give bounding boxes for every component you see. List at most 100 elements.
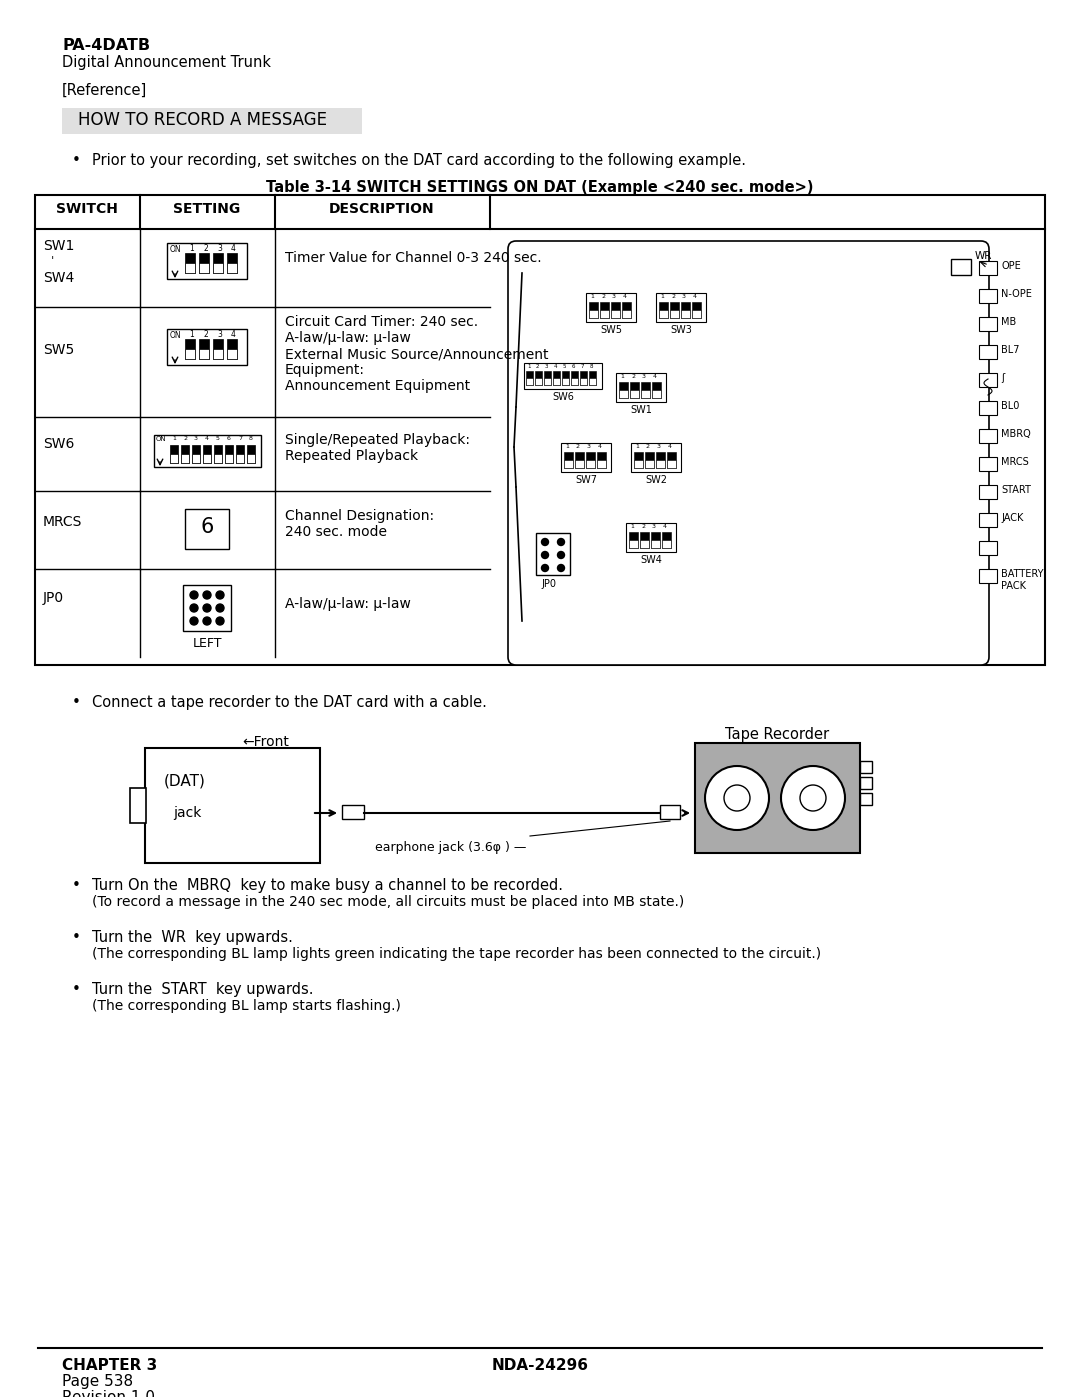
Circle shape <box>557 538 565 545</box>
Bar <box>642 381 650 398</box>
Bar <box>185 263 195 272</box>
Bar <box>978 513 997 527</box>
Text: NDA-24296: NDA-24296 <box>491 1358 589 1373</box>
Bar <box>619 381 627 398</box>
Text: ON: ON <box>170 244 181 254</box>
Text: Revision 1.0: Revision 1.0 <box>62 1390 156 1397</box>
Text: [Reference]: [Reference] <box>62 82 147 98</box>
Bar <box>951 258 971 275</box>
Text: SW6: SW6 <box>552 393 573 402</box>
Bar <box>978 457 997 471</box>
Bar <box>185 253 195 272</box>
Text: DESCRIPTION: DESCRIPTION <box>329 203 435 217</box>
Bar <box>611 302 620 319</box>
Text: 3: 3 <box>217 330 221 339</box>
Text: 4: 4 <box>205 436 210 441</box>
FancyBboxPatch shape <box>508 242 989 665</box>
Bar <box>185 509 229 549</box>
Bar <box>199 349 210 359</box>
Bar <box>553 379 561 386</box>
Bar <box>575 453 584 468</box>
Text: START: START <box>1001 485 1031 495</box>
Bar <box>651 541 660 548</box>
Text: 2: 2 <box>203 330 207 339</box>
Bar <box>642 390 650 398</box>
Circle shape <box>557 552 565 559</box>
Bar <box>167 330 247 365</box>
Bar <box>524 363 602 388</box>
Bar <box>696 743 860 854</box>
Bar <box>199 339 210 359</box>
Bar <box>978 429 997 443</box>
Text: 4: 4 <box>231 244 235 253</box>
Bar <box>597 460 606 468</box>
Text: 2: 2 <box>631 374 635 379</box>
Bar <box>978 261 997 275</box>
Bar <box>213 349 222 359</box>
Bar <box>586 293 636 321</box>
Circle shape <box>216 591 224 599</box>
Bar <box>214 454 222 462</box>
Bar <box>631 443 681 472</box>
Bar <box>860 777 872 789</box>
Bar <box>580 372 588 386</box>
Bar <box>645 460 654 468</box>
Bar <box>978 569 997 583</box>
Circle shape <box>541 552 549 559</box>
Bar <box>237 454 244 462</box>
Text: BATTERY
PACK: BATTERY PACK <box>1001 569 1043 591</box>
Bar <box>185 339 195 359</box>
Text: 3: 3 <box>194 436 198 441</box>
Bar <box>183 585 231 631</box>
Bar <box>342 805 364 819</box>
Bar <box>62 108 362 134</box>
Bar <box>213 339 222 359</box>
Bar <box>640 541 649 548</box>
Bar <box>659 310 669 319</box>
Bar <box>656 460 665 468</box>
Text: Connect a tape recorder to the DAT card with a cable.: Connect a tape recorder to the DAT card … <box>92 694 487 710</box>
Text: Prior to your recording, set switches on the DAT card according to the following: Prior to your recording, set switches on… <box>92 154 746 168</box>
Bar <box>553 372 561 386</box>
Bar <box>154 434 261 467</box>
Text: SW5: SW5 <box>600 326 622 335</box>
Text: SW6: SW6 <box>43 437 75 451</box>
Bar <box>145 747 320 863</box>
Bar <box>575 460 584 468</box>
Text: SW5: SW5 <box>43 344 75 358</box>
Bar <box>589 302 598 319</box>
Bar <box>526 379 534 386</box>
Text: 1: 1 <box>565 444 569 448</box>
Text: (The corresponding BL lamp starts flashing.): (The corresponding BL lamp starts flashi… <box>92 999 401 1013</box>
Bar <box>586 460 595 468</box>
Text: 6: 6 <box>572 365 576 369</box>
Text: earphone jack (3.6φ ) —: earphone jack (3.6φ ) — <box>375 841 526 854</box>
Bar <box>660 805 680 819</box>
Text: 1: 1 <box>660 293 664 299</box>
Text: 7: 7 <box>581 365 584 369</box>
Text: 7: 7 <box>238 436 242 441</box>
Bar <box>662 541 671 548</box>
Text: 2: 2 <box>671 293 675 299</box>
Bar <box>181 446 189 462</box>
Bar <box>192 446 200 462</box>
Bar <box>526 372 534 386</box>
Text: OPE: OPE <box>1001 261 1021 271</box>
Bar <box>611 310 620 319</box>
Text: A-law/μ-law: μ-law: A-law/μ-law: μ-law <box>285 597 410 610</box>
Text: •: • <box>72 154 81 168</box>
Text: LEFT: LEFT <box>192 637 221 650</box>
Text: ON: ON <box>170 331 181 339</box>
Circle shape <box>203 617 211 624</box>
Text: 4: 4 <box>653 374 657 379</box>
Text: 8: 8 <box>590 365 594 369</box>
Text: (The corresponding BL lamp lights green indicating the tape recorder has been co: (The corresponding BL lamp lights green … <box>92 947 821 961</box>
Bar <box>640 532 649 548</box>
Bar <box>860 793 872 805</box>
Circle shape <box>203 591 211 599</box>
Bar <box>225 454 233 462</box>
Text: MB: MB <box>1001 317 1016 327</box>
Bar <box>589 379 596 386</box>
Bar <box>199 263 210 272</box>
Text: PA-4DATB: PA-4DATB <box>62 38 150 53</box>
